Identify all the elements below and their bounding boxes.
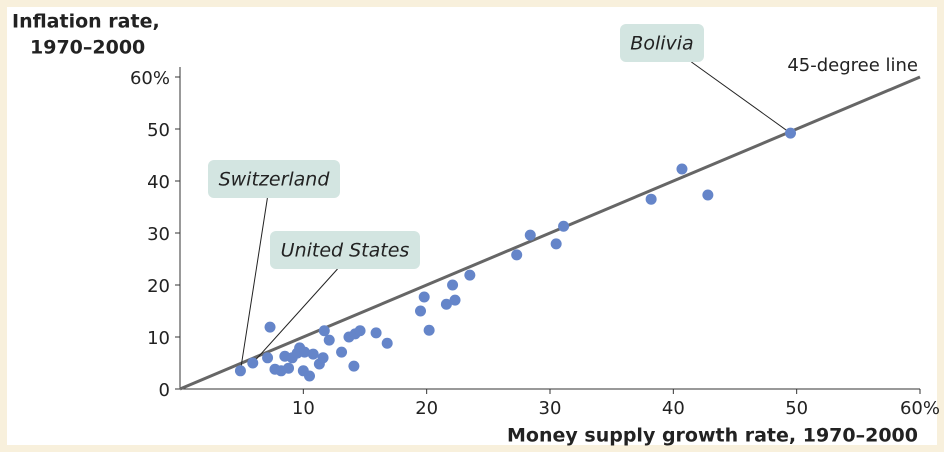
y-tick-label: 60% — [130, 68, 170, 89]
y-tick-label: 30 — [147, 224, 170, 245]
point — [323, 334, 335, 346]
point — [423, 324, 435, 336]
annotation: Bolivia — [630, 33, 693, 55]
point — [645, 193, 657, 205]
point — [307, 348, 319, 360]
annotation-box — [620, 24, 704, 62]
point — [283, 362, 295, 374]
point — [348, 360, 360, 372]
point — [447, 279, 459, 291]
point — [415, 305, 426, 317]
point — [440, 298, 452, 310]
x-axis-label: Money supply growth rate, 1970–2000 — [507, 425, 918, 447]
point — [524, 229, 536, 241]
y-tick-label: 10 — [147, 328, 170, 349]
point — [370, 327, 382, 339]
point — [550, 238, 562, 250]
y-axis-label: Inflation rate, — [12, 11, 160, 33]
annotation-box — [208, 160, 340, 198]
point — [264, 321, 276, 333]
point — [449, 294, 461, 306]
x-tick-label: 10 — [292, 398, 315, 419]
y-tick-label: 0 — [159, 380, 170, 401]
annotation: Switzerland — [219, 169, 331, 191]
point — [299, 346, 311, 358]
plot-background — [7, 7, 937, 445]
y-axis-label: 1970–2000 — [30, 37, 145, 59]
point — [317, 352, 329, 364]
leader-line — [252, 268, 338, 364]
point — [702, 189, 714, 201]
point — [354, 325, 366, 337]
line-label: 45-degree line — [787, 55, 918, 76]
point — [318, 325, 330, 337]
point — [304, 370, 315, 382]
point — [262, 352, 274, 364]
x-tick-label: 30 — [539, 398, 562, 419]
point — [247, 357, 259, 369]
point — [676, 163, 688, 175]
point — [336, 346, 348, 358]
x-tick-label: 40 — [662, 398, 685, 419]
x-tick-label: 50 — [785, 398, 808, 419]
y-tick-label: 40 — [147, 172, 170, 193]
point — [511, 249, 523, 261]
point — [558, 220, 570, 232]
point — [418, 291, 430, 303]
y-tick-label: 50 — [147, 120, 170, 141]
point — [381, 337, 393, 349]
point — [785, 127, 796, 139]
annotation: United States — [281, 240, 410, 262]
x-tick-label: 60% — [900, 398, 940, 419]
reference-line — [179, 75, 921, 391]
point — [464, 269, 476, 281]
y-tick-label: 20 — [147, 276, 170, 297]
x-tick-label: 20 — [415, 398, 438, 419]
leader-line — [691, 61, 791, 134]
leader-line — [239, 197, 268, 371]
annotation-box — [270, 231, 420, 269]
point — [234, 365, 246, 377]
